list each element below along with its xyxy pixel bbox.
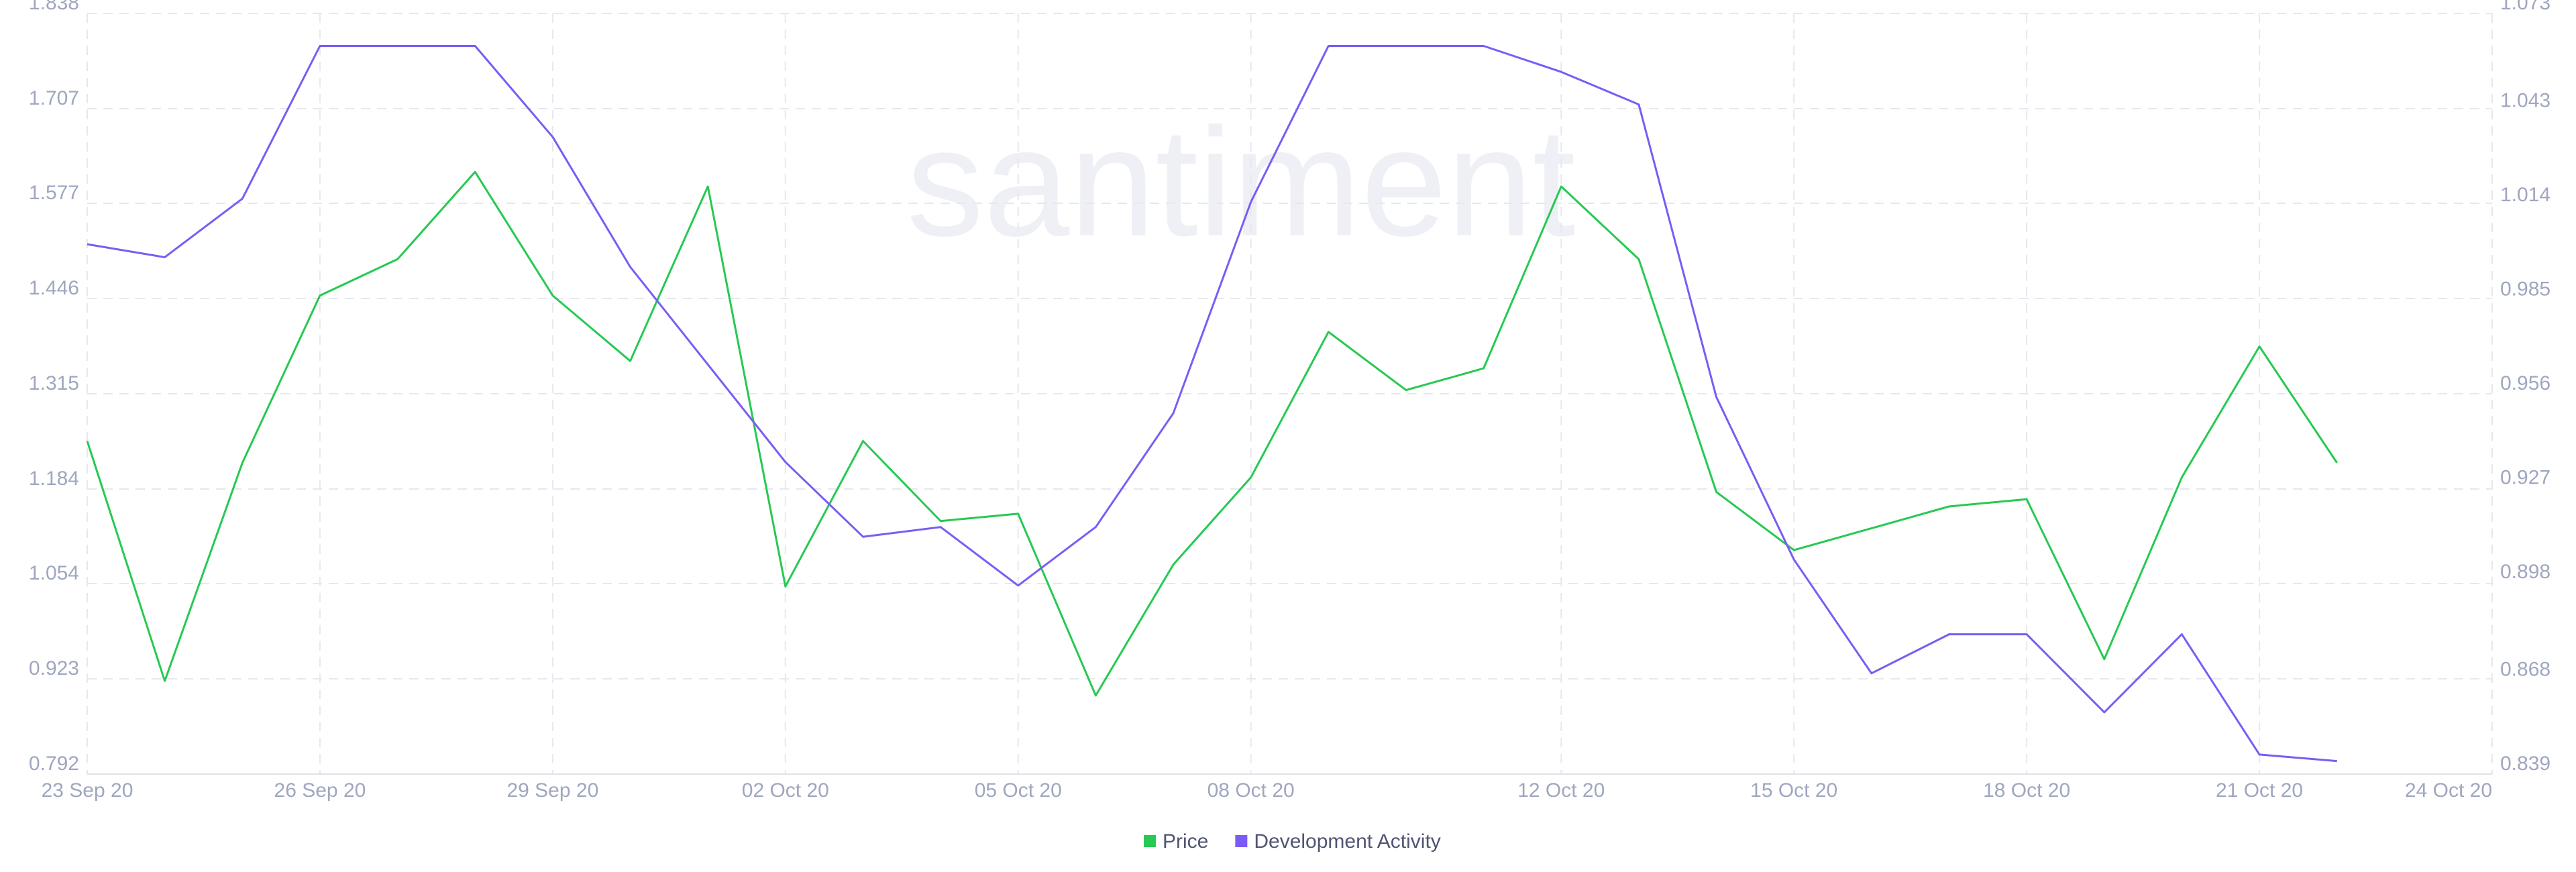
series-line xyxy=(86,170,2338,697)
legend-label: Development Activity xyxy=(1254,830,1440,853)
y-tick-label: 1.184 xyxy=(29,468,79,490)
y2-tick-label: 1.043 xyxy=(2500,89,2551,111)
x-tick-label: 21 Oct 20 xyxy=(2216,779,2303,802)
series-line xyxy=(87,45,2337,763)
y2-tick-label: 1.014 xyxy=(2500,184,2551,206)
x-tick-label: 15 Oct 20 xyxy=(1750,779,1837,802)
y-tick-label: 1.315 xyxy=(29,372,79,394)
y-tick-label: 1.054 xyxy=(29,562,79,584)
y-tick-label: 1.838 xyxy=(29,0,79,14)
y-tick-label: 1.446 xyxy=(29,277,79,299)
x-tick-label: 18 Oct 20 xyxy=(1983,779,2070,802)
x-tick-label: 05 Oct 20 xyxy=(975,779,1062,802)
y-tick-label: 1.577 xyxy=(29,182,79,204)
y2-tick-label: 0.985 xyxy=(2500,278,2551,300)
y2-tick-label: 0.927 xyxy=(2500,466,2551,488)
y2-tick-label: 0.956 xyxy=(2500,372,2551,394)
y-tick-label: 0.923 xyxy=(29,657,79,679)
legend-label: Price xyxy=(1163,830,1208,853)
x-tick-label: 26 Sep 20 xyxy=(274,779,366,802)
x-tick-label: 23 Sep 20 xyxy=(42,779,133,802)
legend-swatch xyxy=(1144,835,1156,847)
y2-tick-label: 0.868 xyxy=(2500,658,2551,680)
y2-tick-label: 1.073 xyxy=(2500,0,2551,14)
y2-tick-label: 0.839 xyxy=(2500,753,2551,775)
x-tick-label: 08 Oct 20 xyxy=(1208,779,1295,802)
x-tick-label: 02 Oct 20 xyxy=(742,779,829,802)
watermark: santiment xyxy=(906,96,1575,268)
x-tick-label: 29 Sep 20 xyxy=(506,779,598,802)
legend-swatch xyxy=(1235,835,1248,847)
y-tick-label: 1.707 xyxy=(29,87,79,109)
x-tick-label: 24 Oct 20 xyxy=(2405,779,2492,802)
y-tick-label: 0.792 xyxy=(29,753,79,775)
x-tick-label: 12 Oct 20 xyxy=(1517,779,1605,802)
y2-tick-label: 0.898 xyxy=(2500,561,2551,583)
